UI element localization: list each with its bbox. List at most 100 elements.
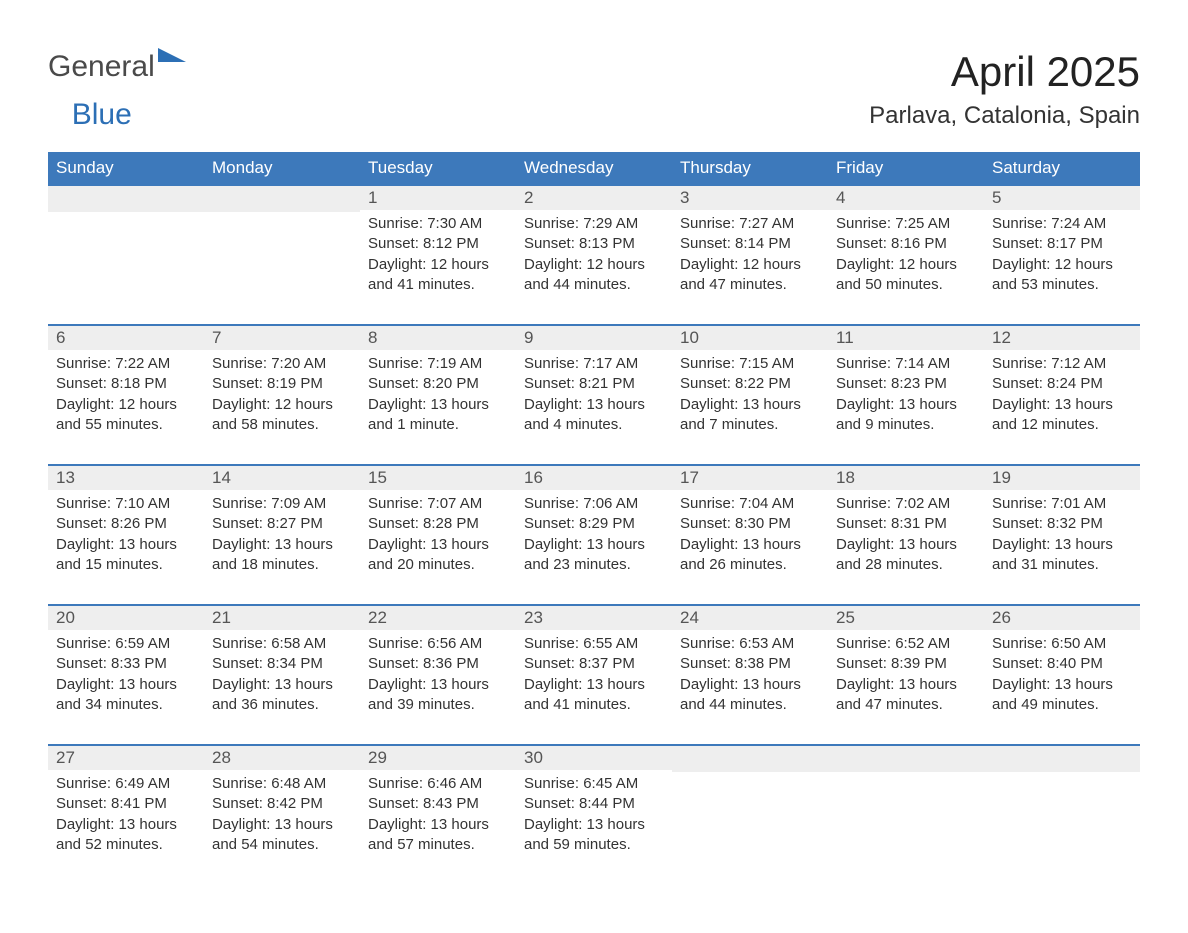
daylight-text: Daylight: 13 hours and 54 minutes. [212, 815, 352, 856]
sunset-text: Sunset: 8:34 PM [212, 654, 352, 674]
day-number: 28 [204, 746, 360, 770]
day-number: 14 [204, 466, 360, 490]
daylight-text: Daylight: 13 hours and 41 minutes. [524, 675, 664, 716]
daylight-text: Daylight: 13 hours and 23 minutes. [524, 535, 664, 576]
day-cell [984, 745, 1140, 885]
day-number: 21 [204, 606, 360, 630]
day-number: 7 [204, 326, 360, 350]
day-cell: 8Sunrise: 7:19 AMSunset: 8:20 PMDaylight… [360, 325, 516, 465]
day-body: Sunrise: 6:55 AMSunset: 8:37 PMDaylight:… [516, 630, 672, 725]
day-header: Wednesday [516, 152, 672, 185]
daylight-text: Daylight: 13 hours and 26 minutes. [680, 535, 820, 576]
day-body: Sunrise: 6:50 AMSunset: 8:40 PMDaylight:… [984, 630, 1140, 725]
day-body: Sunrise: 7:29 AMSunset: 8:13 PMDaylight:… [516, 210, 672, 305]
sunrise-text: Sunrise: 7:15 AM [680, 354, 820, 374]
day-cell: 26Sunrise: 6:50 AMSunset: 8:40 PMDayligh… [984, 605, 1140, 745]
daylight-text: Daylight: 12 hours and 41 minutes. [368, 255, 508, 296]
page-title: April 2025 [869, 48, 1140, 96]
day-number: 18 [828, 466, 984, 490]
sunrise-text: Sunrise: 7:12 AM [992, 354, 1132, 374]
day-body: Sunrise: 7:14 AMSunset: 8:23 PMDaylight:… [828, 350, 984, 445]
day-number: 17 [672, 466, 828, 490]
daylight-text: Daylight: 13 hours and 9 minutes. [836, 395, 976, 436]
day-cell: 28Sunrise: 6:48 AMSunset: 8:42 PMDayligh… [204, 745, 360, 885]
daylight-text: Daylight: 13 hours and 52 minutes. [56, 815, 196, 856]
day-body: Sunrise: 6:46 AMSunset: 8:43 PMDaylight:… [360, 770, 516, 865]
day-number: 15 [360, 466, 516, 490]
day-number: 23 [516, 606, 672, 630]
calendar-body: 1Sunrise: 7:30 AMSunset: 8:12 PMDaylight… [48, 185, 1140, 885]
sunrise-text: Sunrise: 6:50 AM [992, 634, 1132, 654]
daylight-text: Daylight: 13 hours and 36 minutes. [212, 675, 352, 716]
daylight-text: Daylight: 13 hours and 31 minutes. [992, 535, 1132, 576]
day-number: 2 [516, 186, 672, 210]
day-body: Sunrise: 7:30 AMSunset: 8:12 PMDaylight:… [360, 210, 516, 305]
sunrise-text: Sunrise: 6:58 AM [212, 634, 352, 654]
sunrise-text: Sunrise: 7:07 AM [368, 494, 508, 514]
daylight-text: Daylight: 13 hours and 28 minutes. [836, 535, 976, 576]
day-number: 9 [516, 326, 672, 350]
day-cell [48, 185, 204, 325]
day-cell: 6Sunrise: 7:22 AMSunset: 8:18 PMDaylight… [48, 325, 204, 465]
daylight-text: Daylight: 12 hours and 50 minutes. [836, 255, 976, 296]
day-body: Sunrise: 7:25 AMSunset: 8:16 PMDaylight:… [828, 210, 984, 305]
sunset-text: Sunset: 8:37 PM [524, 654, 664, 674]
day-number: 1 [360, 186, 516, 210]
day-body: Sunrise: 6:56 AMSunset: 8:36 PMDaylight:… [360, 630, 516, 725]
sunrise-text: Sunrise: 7:27 AM [680, 214, 820, 234]
empty-day [48, 186, 204, 212]
sunrise-text: Sunrise: 7:30 AM [368, 214, 508, 234]
day-cell [828, 745, 984, 885]
daylight-text: Daylight: 12 hours and 55 minutes. [56, 395, 196, 436]
day-cell: 18Sunrise: 7:02 AMSunset: 8:31 PMDayligh… [828, 465, 984, 605]
day-number: 22 [360, 606, 516, 630]
sunset-text: Sunset: 8:42 PM [212, 794, 352, 814]
day-number: 16 [516, 466, 672, 490]
sunrise-text: Sunrise: 6:55 AM [524, 634, 664, 654]
day-cell: 1Sunrise: 7:30 AMSunset: 8:12 PMDaylight… [360, 185, 516, 325]
day-number: 30 [516, 746, 672, 770]
day-body: Sunrise: 7:22 AMSunset: 8:18 PMDaylight:… [48, 350, 204, 445]
sunset-text: Sunset: 8:23 PM [836, 374, 976, 394]
sunrise-text: Sunrise: 7:29 AM [524, 214, 664, 234]
day-cell: 20Sunrise: 6:59 AMSunset: 8:33 PMDayligh… [48, 605, 204, 745]
logo-text-general: General [48, 52, 155, 82]
sunset-text: Sunset: 8:29 PM [524, 514, 664, 534]
daylight-text: Daylight: 13 hours and 44 minutes. [680, 675, 820, 716]
day-cell [204, 185, 360, 325]
sunset-text: Sunset: 8:28 PM [368, 514, 508, 534]
day-body: Sunrise: 7:10 AMSunset: 8:26 PMDaylight:… [48, 490, 204, 585]
day-cell: 19Sunrise: 7:01 AMSunset: 8:32 PMDayligh… [984, 465, 1140, 605]
daylight-text: Daylight: 12 hours and 58 minutes. [212, 395, 352, 436]
empty-day [828, 746, 984, 772]
sunrise-text: Sunrise: 7:19 AM [368, 354, 508, 374]
day-number: 3 [672, 186, 828, 210]
day-body: Sunrise: 7:17 AMSunset: 8:21 PMDaylight:… [516, 350, 672, 445]
daylight-text: Daylight: 12 hours and 47 minutes. [680, 255, 820, 296]
day-body: Sunrise: 6:45 AMSunset: 8:44 PMDaylight:… [516, 770, 672, 865]
sunset-text: Sunset: 8:19 PM [212, 374, 352, 394]
day-number: 8 [360, 326, 516, 350]
daylight-text: Daylight: 13 hours and 57 minutes. [368, 815, 508, 856]
week-row: 13Sunrise: 7:10 AMSunset: 8:26 PMDayligh… [48, 465, 1140, 605]
day-body: Sunrise: 7:06 AMSunset: 8:29 PMDaylight:… [516, 490, 672, 585]
sunset-text: Sunset: 8:13 PM [524, 234, 664, 254]
daylight-text: Daylight: 13 hours and 59 minutes. [524, 815, 664, 856]
sunrise-text: Sunrise: 6:45 AM [524, 774, 664, 794]
daylight-text: Daylight: 13 hours and 12 minutes. [992, 395, 1132, 436]
day-cell: 4Sunrise: 7:25 AMSunset: 8:16 PMDaylight… [828, 185, 984, 325]
sunrise-text: Sunrise: 7:14 AM [836, 354, 976, 374]
day-cell: 12Sunrise: 7:12 AMSunset: 8:24 PMDayligh… [984, 325, 1140, 465]
sunset-text: Sunset: 8:21 PM [524, 374, 664, 394]
sunrise-text: Sunrise: 7:24 AM [992, 214, 1132, 234]
day-header-row: SundayMondayTuesdayWednesdayThursdayFrid… [48, 152, 1140, 185]
day-body: Sunrise: 6:58 AMSunset: 8:34 PMDaylight:… [204, 630, 360, 725]
daylight-text: Daylight: 13 hours and 34 minutes. [56, 675, 196, 716]
sunset-text: Sunset: 8:33 PM [56, 654, 196, 674]
day-body: Sunrise: 7:27 AMSunset: 8:14 PMDaylight:… [672, 210, 828, 305]
daylight-text: Daylight: 13 hours and 15 minutes. [56, 535, 196, 576]
day-body: Sunrise: 6:48 AMSunset: 8:42 PMDaylight:… [204, 770, 360, 865]
daylight-text: Daylight: 13 hours and 20 minutes. [368, 535, 508, 576]
day-cell: 11Sunrise: 7:14 AMSunset: 8:23 PMDayligh… [828, 325, 984, 465]
day-cell: 21Sunrise: 6:58 AMSunset: 8:34 PMDayligh… [204, 605, 360, 745]
